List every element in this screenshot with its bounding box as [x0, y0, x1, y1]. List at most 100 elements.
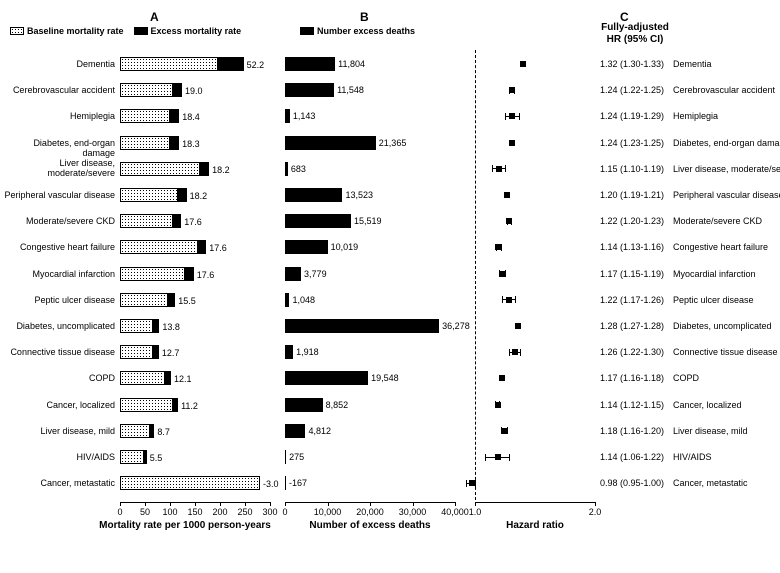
hr-value-label: 1.22 (1.20-1.23) [600, 216, 664, 226]
hr-marker [509, 140, 515, 146]
axis-tick-label: 100 [162, 507, 177, 517]
axis-tick-label: 2.0 [589, 507, 602, 517]
hr-value-label: 1.32 (1.30-1.33) [600, 59, 664, 69]
panel-c-row: 0.98 (0.95-1.00) Cancer, metastatic [475, 474, 775, 492]
hr-value-label: 1.24 (1.23-1.25) [600, 138, 664, 148]
deaths-bar [285, 162, 288, 176]
condition-label-right: Diabetes, end-organ damage [673, 138, 780, 148]
baseline-bar [120, 293, 168, 307]
baseline-bar [120, 214, 173, 228]
excess-bar [150, 424, 154, 438]
axis-tick-label: 0 [282, 507, 287, 517]
excess-value-label: 12.1 [174, 374, 192, 384]
panel-letter-b: B [360, 10, 369, 24]
deaths-bar [285, 109, 290, 123]
hr-marker [495, 244, 501, 250]
axis-tick-label: 1.0 [469, 507, 482, 517]
panel-a-row: Myocardial infarction17.6 [0, 265, 280, 283]
deaths-value-label: 683 [291, 164, 306, 174]
panel-a-row: Cerebrovascular accident19.0 [0, 81, 280, 99]
hr-value-label: 1.24 (1.22-1.25) [600, 85, 664, 95]
excess-bar [168, 293, 176, 307]
excess-bar [165, 371, 171, 385]
axis-tick-label: 10,000 [314, 507, 342, 517]
condition-label-right: Cancer, metastatic [673, 478, 748, 488]
hr-value-label: 0.98 (0.95-1.00) [600, 478, 664, 488]
condition-label-right: Liver disease, mild [673, 426, 748, 436]
condition-label: Cancer, metastatic [0, 478, 115, 488]
excess-bar [198, 240, 207, 254]
baseline-bar [120, 371, 165, 385]
condition-label-right: HIV/AIDS [673, 452, 712, 462]
excess-value-label: -3.0 [263, 479, 279, 489]
deaths-value-label: 4,812 [308, 426, 331, 436]
condition-label: Peptic ulcer disease [0, 295, 115, 305]
baseline-bar [120, 57, 218, 71]
condition-label-right: Hemiplegia [673, 111, 718, 121]
panel-c-header-1: Fully-adjusted [601, 22, 669, 33]
panel-b-row: 1,143 [285, 107, 470, 125]
excess-bar [178, 188, 187, 202]
panel-b-row: 11,804 [285, 55, 470, 73]
excess-value-label: 11.2 [181, 401, 198, 411]
condition-label: Connective tissue disease [0, 347, 115, 357]
deaths-value-label: -167 [289, 478, 307, 488]
condition-label-right: Cerebrovascular accident [673, 85, 775, 95]
panel-c-row: 1.24 (1.19-1.29)Hemiplegia [475, 107, 775, 125]
deaths-bar [285, 398, 323, 412]
deaths-value-label: 8,852 [326, 400, 349, 410]
excess-value-label: 18.2 [212, 165, 230, 175]
swatch-baseline-icon [10, 27, 24, 35]
condition-label-right: Peripheral vascular disease [673, 190, 780, 200]
condition-label: Hemiplegia [0, 111, 115, 121]
hr-value-label: 1.20 (1.19-1.21) [600, 190, 664, 200]
panel-b-row: 1,918 [285, 343, 470, 361]
condition-label: Liver disease, mild [0, 426, 115, 436]
deaths-bar [285, 57, 335, 71]
panel-b-row: 15,519 [285, 212, 470, 230]
excess-value-label: 18.4 [182, 112, 200, 122]
deaths-value-label: 15,519 [354, 216, 382, 226]
baseline-bar [120, 398, 173, 412]
deaths-value-label: 19,548 [371, 373, 399, 383]
hr-marker [496, 166, 502, 172]
condition-label: Cancer, localized [0, 400, 115, 410]
axis-tick-label: 300 [262, 507, 277, 517]
excess-bar [200, 162, 209, 176]
baseline-bar [120, 240, 198, 254]
condition-label: Diabetes, uncomplicated [0, 321, 115, 331]
hr-marker [501, 428, 507, 434]
excess-value-label: 8.7 [157, 427, 170, 437]
excess-bar [173, 214, 182, 228]
deaths-value-label: 10,019 [331, 242, 359, 252]
deaths-bar [285, 450, 286, 464]
hr-marker [504, 192, 510, 198]
panel-a-row: HIV/AIDS5.5 [0, 448, 280, 466]
axis-tick-label: 150 [187, 507, 202, 517]
panel-b-row: -167 [285, 474, 470, 492]
condition-label: Peripheral vascular disease [0, 190, 115, 200]
excess-value-label: 17.6 [197, 270, 215, 280]
excess-value-label: 18.3 [182, 139, 200, 149]
legend-baseline-label: Baseline mortality rate [27, 26, 124, 36]
hr-marker [520, 61, 526, 67]
baseline-bar [120, 450, 144, 464]
figure-root: A B C Baseline mortality rate Excess mor… [0, 0, 780, 573]
hr-value-label: 1.18 (1.16-1.20) [600, 426, 664, 436]
panel-c-row: 1.14 (1.13-1.16)Congestive heart failure [475, 238, 775, 256]
hr-value-label: 1.28 (1.27-1.28) [600, 321, 664, 331]
excess-value-label: 17.6 [209, 243, 227, 253]
deaths-bar [285, 345, 293, 359]
condition-label-right: Peptic ulcer disease [673, 295, 754, 305]
condition-label-right: Cancer, localized [673, 400, 742, 410]
baseline-bar [120, 83, 173, 97]
hr-marker [509, 113, 515, 119]
hr-value-label: 1.17 (1.16-1.18) [600, 373, 664, 383]
hr-marker [495, 402, 501, 408]
baseline-bar [120, 319, 153, 333]
condition-label-right: Congestive heart failure [673, 242, 768, 252]
excess-value-label: 52.2 [247, 60, 265, 70]
panel-b-row: 36,278 [285, 317, 470, 335]
excess-value-label: 17.6 [184, 217, 202, 227]
axis-tick-label: 40,000 [441, 507, 469, 517]
